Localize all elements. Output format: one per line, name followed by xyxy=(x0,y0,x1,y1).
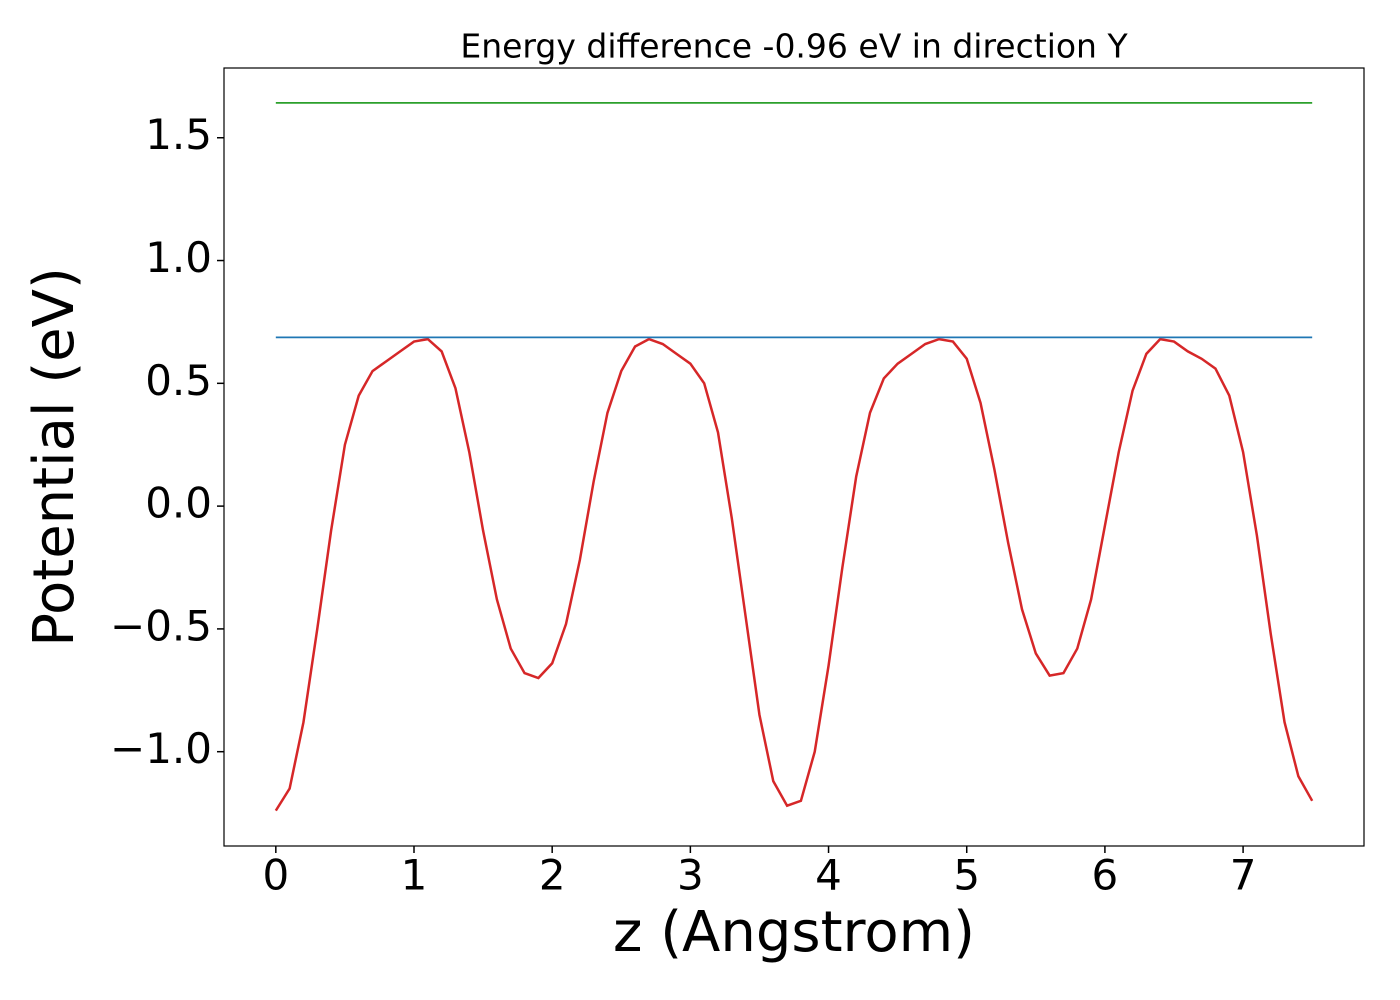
y-tick-label: 1.5 xyxy=(145,110,212,159)
y-tick-label: 0.5 xyxy=(145,356,212,405)
x-tick-label: 4 xyxy=(815,851,842,900)
plot-frame xyxy=(223,67,1365,847)
x-tick-label: 7 xyxy=(1230,851,1257,900)
line-series xyxy=(274,337,1314,812)
y-tick-label: −0.5 xyxy=(110,601,212,650)
y-tick-label: 1.0 xyxy=(145,233,212,282)
x-tick-label: 0 xyxy=(262,851,289,900)
x-tick-label: 3 xyxy=(677,851,704,900)
x-axis-label: z (Angstrom) xyxy=(613,900,975,965)
chart-title: Energy difference -0.96 eV in direction … xyxy=(460,27,1128,66)
y-axis-label: Potential (eV) xyxy=(22,267,87,647)
x-tick-label: 5 xyxy=(953,851,980,900)
x-tick-label: 6 xyxy=(1092,851,1119,900)
y-tick-label: 0.0 xyxy=(145,479,212,528)
x-tick-label: 2 xyxy=(539,851,566,900)
x-tick-label: 1 xyxy=(401,851,428,900)
y-tick-label: −1.0 xyxy=(110,724,212,773)
